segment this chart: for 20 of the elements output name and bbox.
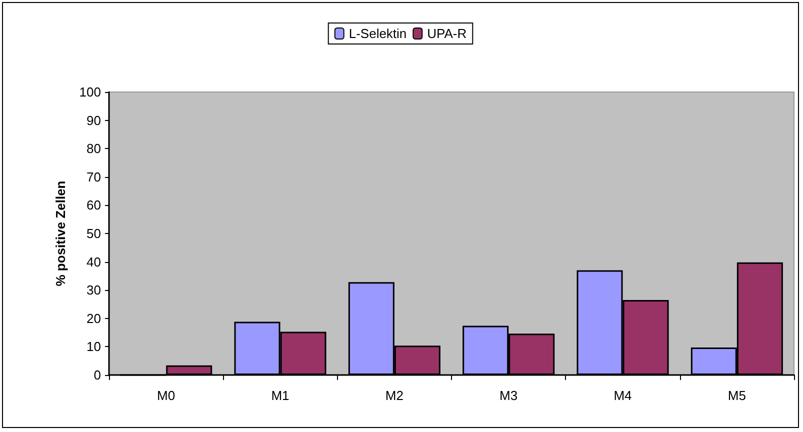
y-axis-title: % positive Zellen: [53, 180, 68, 286]
y-tick-label: 80: [86, 141, 101, 156]
y-tick-label: 20: [86, 310, 101, 326]
x-tick-label: M0: [157, 388, 176, 403]
x-tick-label: M4: [614, 388, 632, 403]
y-tick-label: 100: [79, 84, 101, 100]
y-tick-label: 40: [86, 254, 101, 270]
x-tick-label: M3: [500, 388, 518, 403]
y-tick-label: 90: [86, 112, 101, 128]
y-tick-label: 30: [86, 282, 101, 298]
y-tick-label: 50: [86, 226, 101, 241]
legend-label: L-Selektin: [348, 26, 407, 41]
legend-label: UPA-R: [427, 26, 467, 41]
y-tick-label: 60: [86, 198, 101, 213]
y-tick-label: 0: [94, 368, 101, 382]
x-tick-label: M5: [728, 388, 746, 403]
y-tick-label: 10: [86, 339, 101, 354]
x-tick-label: M2: [385, 388, 404, 403]
x-tick-label: M1: [271, 388, 290, 403]
y-tick-label: 70: [86, 169, 101, 184]
